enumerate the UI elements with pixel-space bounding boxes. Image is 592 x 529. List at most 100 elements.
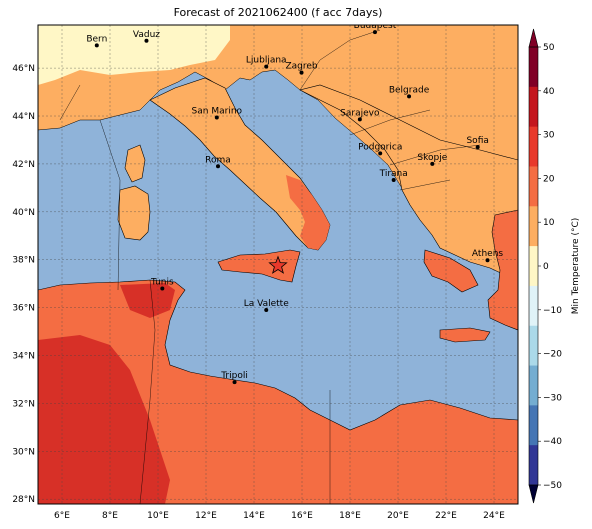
city-dot: [144, 38, 149, 43]
city-dot: [391, 177, 396, 182]
lon-tick-label: 8°E: [102, 511, 118, 521]
city-tirana[interactable]: Tirana: [379, 169, 408, 182]
colorbar-tick-label: 0: [543, 262, 549, 272]
city-dot: [407, 94, 412, 99]
city-label: Ljubljana: [246, 56, 287, 66]
colorbar-label: Min Temperature (°C): [571, 218, 581, 315]
greece-land: [423, 249, 479, 293]
colorbar-tick-label: −10: [543, 306, 562, 316]
lat-lon-grid: [38, 25, 518, 504]
city-label: Vaduz: [133, 30, 160, 40]
city-dot: [264, 308, 269, 313]
city-vaduz[interactable]: Vaduz: [133, 30, 160, 43]
city-san-marino[interactable]: San Marino: [192, 106, 243, 120]
city-label: Tunis: [150, 277, 174, 287]
city-sarajevo[interactable]: Sarajevo: [340, 108, 380, 122]
country-borders: [59, 29, 481, 504]
city-ljubljana[interactable]: Ljubljana: [246, 56, 287, 69]
colorbar-tick-label: −40: [543, 437, 562, 447]
colorbar-tick-label: 50: [543, 43, 555, 53]
colorbar-band: [529, 405, 538, 446]
lon-tick-label: 20°E: [387, 511, 409, 521]
corsica-land: [124, 144, 146, 183]
colorbar-tick-labels: 50 40 30 20 10 0 −10 −20 −30 −40 −50: [538, 43, 562, 491]
city-podgorica[interactable]: Podgorica: [358, 142, 402, 156]
city-label: Zagreb: [285, 62, 317, 72]
city-dot: [264, 64, 269, 69]
colorbar-tick-label: 30: [543, 131, 555, 141]
star-icon: [268, 255, 288, 274]
colorbar-tick-label: 20: [543, 174, 555, 184]
colorbar-band: [529, 246, 538, 287]
city-la-valette[interactable]: La Valette: [244, 299, 289, 313]
city-dot: [485, 258, 490, 263]
city-tunis[interactable]: Tunis: [150, 277, 174, 291]
colorbar-band: [529, 325, 538, 367]
tunisia-hot-zone: [120, 283, 175, 318]
city-budapest[interactable]: Budapest: [354, 21, 397, 35]
lon-tick-label: 16°E: [291, 511, 313, 521]
city-dot: [372, 30, 377, 35]
city-skopje[interactable]: Skopje: [417, 153, 448, 166]
lon-tick-label: 6°E: [54, 511, 70, 521]
latitude-tick-labels: 28°N 30°N 32°N 34°N 36°N 38°N 40°N 42°N 44°N 46°N: [12, 64, 35, 505]
city-label: San Marino: [192, 106, 243, 116]
city-dot: [430, 161, 435, 166]
colorbar-band: [529, 166, 538, 207]
lat-tick-label: 46°N: [12, 64, 35, 74]
lat-tick-label: 40°N: [12, 208, 35, 218]
colorbar-top-arrow: [528, 28, 539, 48]
city-label: Tripoli: [220, 371, 248, 381]
map-title: Forecast of 2021062400 (f acc 7days): [173, 6, 383, 19]
city-label: Roma: [205, 155, 231, 165]
balkans-land: [299, 84, 518, 279]
city-label: Podgorica: [358, 142, 402, 152]
city-zagreb[interactable]: Zagreb: [285, 62, 318, 75]
turkey-coast-land: [487, 209, 518, 331]
africa-very-hot-zone: [38, 335, 170, 504]
lat-tick-label: 28°N: [12, 495, 35, 505]
city-dot: [357, 117, 362, 122]
south-italy-hot-zone: [286, 175, 330, 250]
city-belgrade[interactable]: Belgrade: [389, 85, 430, 99]
city-label: Tirana: [379, 169, 408, 179]
city-dot: [216, 164, 220, 169]
colorbar-tick-label: −20: [543, 350, 562, 360]
city-label: Sofia: [466, 136, 488, 146]
longitude-tick-labels: 6°E 8°E 10°E 12°E 14°E 16°E 18°E 20°E 22°E 24°E: [54, 511, 505, 521]
city-dot: [299, 70, 304, 75]
lon-tick-label: 10°E: [147, 511, 169, 521]
lat-tick-label: 30°N: [12, 447, 35, 457]
location-star-marker[interactable]: [268, 255, 288, 274]
lat-tick-label: 34°N: [12, 352, 35, 362]
colorbar-band: [529, 445, 538, 486]
city-label: Budapest: [354, 21, 397, 31]
city-dot: [214, 115, 219, 120]
crete-land: [439, 327, 491, 343]
lon-tick-label: 22°E: [435, 511, 457, 521]
colorbar-band: [529, 285, 538, 327]
lat-tick-label: 42°N: [12, 160, 35, 170]
colorbar-tick-label: −50: [543, 481, 562, 491]
city-label: Belgrade: [389, 85, 430, 95]
city-bern[interactable]: Bern: [86, 34, 107, 48]
city-dot: [232, 380, 237, 385]
city-roma[interactable]: Roma: [205, 155, 231, 169]
city-dot: [160, 286, 165, 291]
lon-tick-label: 12°E: [195, 511, 217, 521]
city-label: La Valette: [244, 299, 289, 309]
city-label: Athens: [472, 249, 503, 259]
lat-tick-label: 36°N: [12, 304, 35, 314]
colorbar-bottom-arrow: [528, 484, 539, 504]
city-label: Bern: [86, 34, 107, 44]
city-athens[interactable]: Athens: [472, 249, 503, 263]
sicily-land: [217, 249, 301, 283]
city-label: Sarajevo: [340, 108, 380, 118]
city-sofia[interactable]: Sofia: [466, 136, 489, 150]
city-tripoli[interactable]: Tripoli: [220, 371, 248, 385]
colorbar-band: [529, 86, 538, 128]
lon-tick-label: 14°E: [243, 511, 265, 521]
